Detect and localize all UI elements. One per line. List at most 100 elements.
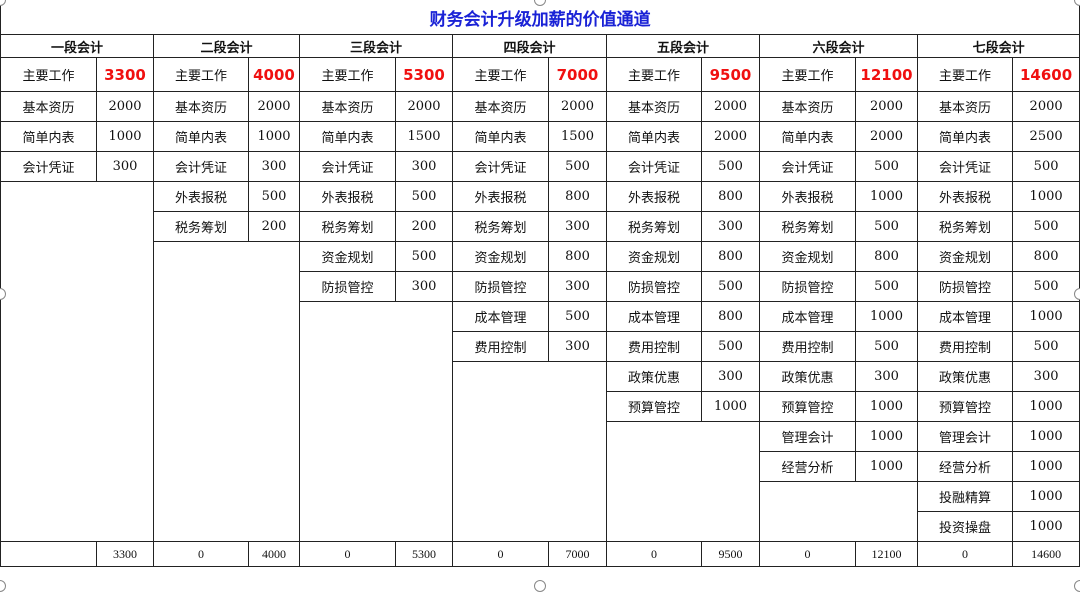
item-label: 会计凭证	[0, 151, 97, 182]
item-label: 基本资历	[153, 91, 249, 122]
item-label: 主要工作	[0, 57, 97, 92]
item-label: 外表报税	[153, 181, 249, 212]
empty-cell	[153, 241, 300, 542]
item-label: 预算管控	[917, 391, 1013, 422]
item-label: 简单内表	[452, 121, 549, 152]
stage-salary: 3300	[96, 57, 154, 92]
item-label: 资金规划	[759, 241, 856, 272]
item-value: 800	[548, 181, 607, 212]
item-value: 300	[548, 331, 607, 362]
footer-total: 14600	[1011, 541, 1080, 567]
item-label: 基本资历	[759, 91, 856, 122]
item-label: 费用控制	[759, 331, 856, 362]
item-label: 税务筹划	[452, 211, 549, 242]
item-value: 2000	[96, 91, 154, 122]
table-row: 投融精算 1000	[1, 481, 1080, 542]
resize-handle[interactable]	[1074, 580, 1080, 592]
footer-row: 3300 0 4000 0 5300 0 7000 0 9500 0 12100 0 14600	[0, 541, 1080, 567]
item-label: 政策优惠	[917, 361, 1013, 392]
table-row: 资金规划 500 资金规划 800 资金规划 800 资金规划 800 资金规划 800	[1, 241, 1080, 542]
stage-header: 七段会计	[916, 34, 1080, 58]
item-label: 税务筹划	[299, 211, 396, 242]
stage-header: 三段会计	[299, 34, 453, 58]
item-label: 简单内表	[0, 121, 97, 152]
item-value: 500	[395, 181, 453, 212]
item-label: 简单内表	[917, 121, 1013, 152]
item-value: 1500	[548, 121, 607, 152]
item-label: 防损管控	[452, 271, 549, 302]
stage-header: 四段会计	[452, 34, 607, 58]
item-label: 外表报税	[452, 181, 549, 212]
item-label: 经营分析	[759, 451, 856, 482]
table-row: 基本资历 2000 基本资历 2000 基本资历 2000 基本资历 2000 基本资历 2000…	[0, 91, 1080, 122]
item-value: 1000	[1011, 481, 1080, 512]
table-row: 费用控制 300 费用控制 500 费用控制 500 费用控制 500	[1, 331, 1080, 362]
item-label: 防损管控	[759, 271, 856, 302]
item-label: 资金规划	[452, 241, 549, 272]
footer-total: 3300	[96, 541, 154, 567]
resize-handle[interactable]	[1074, 0, 1080, 6]
item-label: 基本资历	[0, 91, 97, 122]
item-value: 1000	[855, 451, 918, 482]
item-value: 300	[395, 271, 453, 302]
item-label: 政策优惠	[606, 361, 702, 392]
item-value: 300	[96, 151, 154, 182]
item-value: 500	[855, 151, 918, 182]
footer-total: 4000	[248, 541, 300, 567]
item-value: 500	[1011, 331, 1080, 362]
item-value: 2000	[855, 91, 918, 122]
item-label: 税务筹划	[917, 211, 1013, 242]
resize-handle[interactable]	[534, 580, 546, 592]
item-label: 投融精算	[917, 481, 1013, 512]
resize-handle[interactable]	[1074, 288, 1080, 300]
item-label: 成本管理	[759, 301, 856, 332]
item-value: 1000	[96, 121, 154, 152]
table-row: 会计凭证 300 会计凭证 300 会计凭证 300 会计凭证 500 会计凭证 500 会计凭证 5…	[0, 151, 1080, 182]
stage-header: 六段会计	[759, 34, 918, 58]
item-label: 主要工作	[452, 57, 549, 92]
item-value: 1000	[855, 391, 918, 422]
salary-path-table: 财务会计升级加薪的价值通道 一段会计 二段会计 三段会计 四段会计 五段会计 六段会计 七段…	[0, 0, 1080, 567]
stage-header: 二段会计	[153, 34, 300, 58]
item-value: 500	[855, 331, 918, 362]
resize-handle[interactable]	[0, 580, 6, 592]
item-value: 200	[248, 211, 300, 242]
item-label: 预算管控	[759, 391, 856, 422]
item-label: 主要工作	[759, 57, 856, 92]
item-label: 简单内表	[153, 121, 249, 152]
empty-cell	[0, 181, 154, 542]
item-value: 1000	[1011, 301, 1080, 332]
item-value: 2000	[548, 91, 607, 122]
item-label: 管理会计	[759, 421, 856, 452]
item-label: 简单内表	[759, 121, 856, 152]
item-label: 税务筹划	[606, 211, 702, 242]
footer-total: 7000	[548, 541, 607, 567]
item-value: 300	[855, 361, 918, 392]
footer-label: 0	[759, 541, 856, 567]
item-value: 1000	[1011, 181, 1080, 212]
item-value: 1000	[701, 391, 760, 422]
footer-label	[0, 541, 97, 567]
item-value: 500	[1011, 271, 1080, 302]
item-value: 200	[395, 211, 453, 242]
item-label: 税务筹划	[759, 211, 856, 242]
item-value: 1000	[1011, 451, 1080, 482]
item-value: 500	[1011, 211, 1080, 242]
item-label: 基本资历	[452, 91, 549, 122]
item-value: 2000	[395, 91, 453, 122]
item-label: 会计凭证	[153, 151, 249, 182]
stage-salary: 5300	[395, 57, 453, 92]
item-label: 资金规划	[299, 241, 396, 272]
item-value: 2000	[855, 121, 918, 152]
item-label: 简单内表	[299, 121, 396, 152]
item-label: 主要工作	[153, 57, 249, 92]
item-label: 外表报税	[917, 181, 1013, 212]
item-label: 管理会计	[917, 421, 1013, 452]
item-label: 简单内表	[606, 121, 702, 152]
item-value: 1500	[395, 121, 453, 152]
item-label: 防损管控	[917, 271, 1013, 302]
footer-total: 12100	[855, 541, 918, 567]
item-label: 费用控制	[917, 331, 1013, 362]
item-label: 政策优惠	[759, 361, 856, 392]
item-label: 基本资历	[299, 91, 396, 122]
